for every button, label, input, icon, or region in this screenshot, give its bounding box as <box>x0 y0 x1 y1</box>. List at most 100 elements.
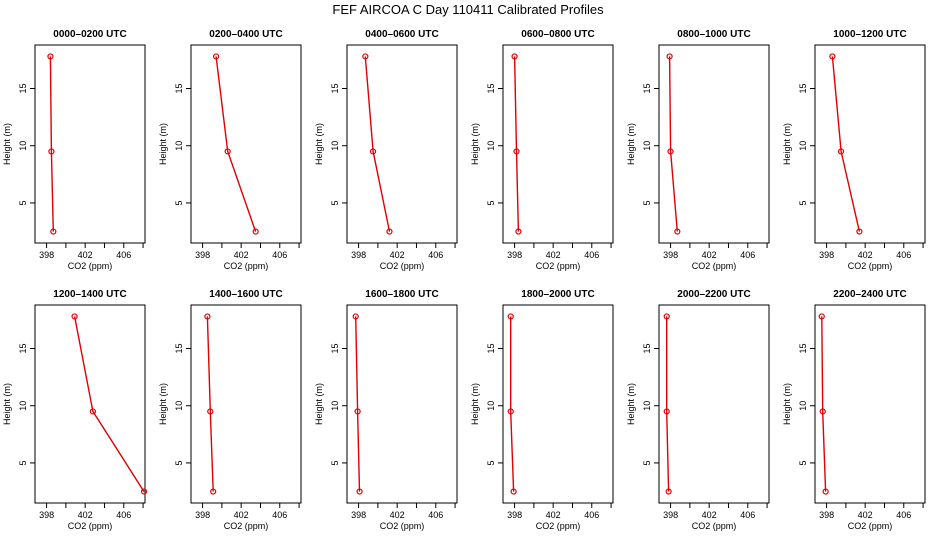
y-axis-label: Height (m) <box>158 123 168 165</box>
y-axis-label: Height (m) <box>314 383 324 425</box>
plot-frame <box>34 44 146 244</box>
panel-title: 1800–2000 UTC <box>521 289 594 300</box>
profile-line <box>510 316 515 492</box>
panel-title: 1000–1200 UTC <box>833 29 906 40</box>
x-tick-label: 398 <box>351 510 366 520</box>
profile-line <box>206 316 214 492</box>
x-tick-label: 398 <box>663 250 678 260</box>
panel-title: 1600–1800 UTC <box>365 289 438 300</box>
x-tick-label: 402 <box>234 250 249 260</box>
x-axis-label: CO2 (ppm) <box>536 521 581 531</box>
data-point <box>819 408 826 415</box>
plot-frame <box>190 304 302 504</box>
x-tick-label: 406 <box>428 510 443 520</box>
x-axis-label: CO2 (ppm) <box>692 521 737 531</box>
x-axis-label: CO2 (ppm) <box>68 521 113 531</box>
x-tick-label: 398 <box>39 510 54 520</box>
data-point <box>507 313 514 320</box>
y-tick-label: 15 <box>18 343 28 353</box>
x-axis-label: CO2 (ppm) <box>224 261 269 271</box>
y-tick-label: 15 <box>18 83 28 93</box>
data-point <box>252 228 259 235</box>
data-point <box>50 228 57 235</box>
y-axis-label: Height (m) <box>782 383 792 425</box>
data-point <box>513 148 520 155</box>
x-tick-label: 402 <box>546 250 561 260</box>
plot-frame <box>346 304 458 504</box>
data-point <box>212 53 220 60</box>
y-tick-label: 5 <box>174 460 184 465</box>
x-tick-label: 402 <box>390 510 405 520</box>
y-tick-label: 10 <box>330 141 340 151</box>
x-tick-label: 402 <box>234 510 249 520</box>
plot-frame <box>346 44 458 244</box>
x-tick-label: 406 <box>428 250 443 260</box>
y-tick-label: 5 <box>18 200 28 205</box>
panel-title: 0200–0400 UTC <box>209 29 282 40</box>
y-tick-label: 10 <box>18 401 28 411</box>
x-axis-label: CO2 (ppm) <box>848 521 893 531</box>
data-point <box>224 148 231 155</box>
data-point <box>47 53 54 60</box>
profile-line <box>821 316 827 492</box>
data-point <box>856 228 863 235</box>
y-axis-label: Height (m) <box>470 383 480 425</box>
y-tick-label: 15 <box>642 343 652 353</box>
x-tick-label: 406 <box>896 250 911 260</box>
y-tick-label: 10 <box>486 401 496 411</box>
data-point <box>829 53 836 60</box>
plot-frame <box>658 304 770 504</box>
data-point <box>515 228 522 235</box>
x-tick-label: 406 <box>584 250 599 260</box>
x-tick-label: 406 <box>740 510 755 520</box>
data-point <box>362 53 369 60</box>
data-point <box>210 488 217 495</box>
y-axis-label: Height (m) <box>2 123 12 165</box>
y-tick-label: 10 <box>174 141 184 151</box>
y-tick-label: 10 <box>642 401 652 411</box>
x-tick-label: 402 <box>858 250 873 260</box>
x-tick-label: 398 <box>819 510 834 520</box>
x-tick-label: 398 <box>351 250 366 260</box>
x-tick-label: 406 <box>116 510 131 520</box>
data-point <box>510 488 517 495</box>
plot-frame <box>190 44 302 244</box>
x-axis-label: CO2 (ppm) <box>224 521 269 531</box>
y-tick-label: 15 <box>642 83 652 93</box>
figure-title: FEF AIRCOA C Day 110411 Calibrated Profi… <box>332 2 604 17</box>
y-axis-label: Height (m) <box>626 123 636 165</box>
x-tick-label: 406 <box>272 250 287 260</box>
plot-frame <box>502 304 614 504</box>
y-axis-label: Height (m) <box>2 383 12 425</box>
y-tick-label: 15 <box>798 343 808 353</box>
x-tick-label: 402 <box>858 510 873 520</box>
x-tick-label: 398 <box>195 250 210 260</box>
y-tick-label: 15 <box>174 343 184 353</box>
x-tick-label: 398 <box>663 510 678 520</box>
data-point <box>204 313 211 320</box>
y-tick-label: 5 <box>642 200 652 205</box>
y-tick-label: 10 <box>174 401 184 411</box>
panel-title: 0000–0200 UTC <box>53 29 126 40</box>
x-tick-label: 406 <box>896 510 911 520</box>
data-point <box>663 313 670 320</box>
data-point <box>89 408 96 415</box>
plot-frame <box>502 44 614 244</box>
y-axis-label: Height (m) <box>782 123 792 165</box>
data-point <box>822 488 829 495</box>
x-tick-label: 406 <box>116 250 131 260</box>
y-axis-label: Height (m) <box>314 123 324 165</box>
y-tick-label: 5 <box>330 200 340 205</box>
plot-frame <box>814 304 926 504</box>
y-tick-label: 10 <box>642 141 652 151</box>
x-tick-label: 398 <box>195 510 210 520</box>
panel-title: 1400–1600 UTC <box>209 289 282 300</box>
y-tick-label: 10 <box>486 141 496 151</box>
x-axis-label: CO2 (ppm) <box>380 261 425 271</box>
panel-title: 2000–2200 UTC <box>677 289 750 300</box>
y-tick-label: 15 <box>798 83 808 93</box>
y-tick-label: 15 <box>330 83 340 93</box>
y-tick-label: 5 <box>18 460 28 465</box>
y-tick-label: 5 <box>174 200 184 205</box>
